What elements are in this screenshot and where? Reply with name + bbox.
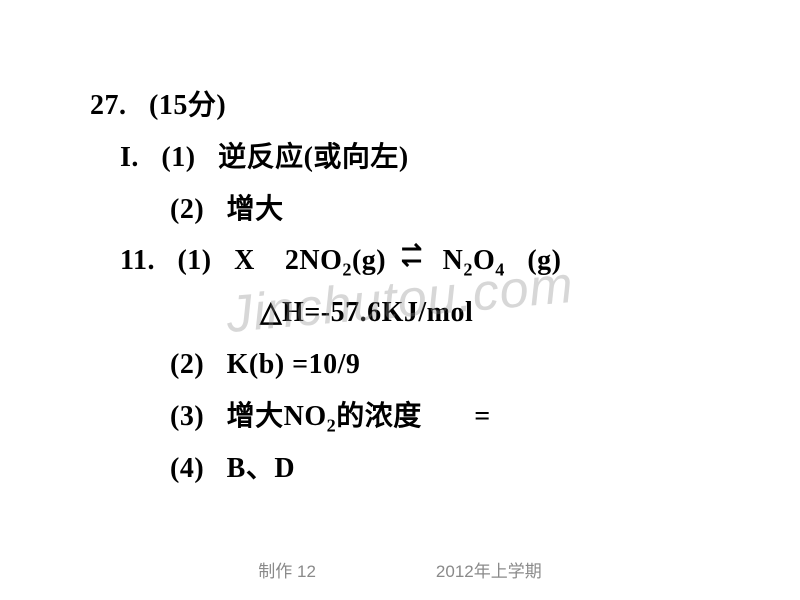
part11-label: 11. — [120, 245, 155, 276]
product-sub-a: 2 — [463, 260, 473, 280]
partI-item2-text: 增大 — [227, 194, 284, 225]
partI-item1-label: (1) — [161, 142, 195, 173]
product-state: (g) — [527, 245, 561, 276]
part11-item3-text-b: 的浓度 — [336, 401, 422, 432]
deltaH-text: △H=-57.6KJ/mol — [260, 297, 473, 328]
product-sub-b: 4 — [495, 260, 505, 280]
q-number: 27. — [90, 90, 127, 121]
equilibrium-arrow-icon — [401, 235, 420, 287]
part11-item3-text-c: = — [474, 401, 490, 432]
part11-item1-label: (1) — [177, 245, 211, 276]
part11-item4: (4) B、D — [90, 443, 740, 495]
part11-item3-label: (3) — [170, 401, 204, 432]
part11-item3-sub: 2 — [327, 415, 337, 435]
part11-item2-text: K(b) =10/9 — [227, 349, 361, 380]
footer-right: 2012年上学期 — [436, 557, 542, 582]
part11-item4-text: B、D — [227, 453, 295, 484]
part11-item4-label: (4) — [170, 453, 204, 484]
part11-item2: (2) K(b) =10/9 — [90, 339, 740, 391]
product-a: N — [443, 245, 464, 276]
slide-body: 27. (15分) I. (1) 逆反应(或向左) (2) 增大 11. (1)… — [0, 0, 800, 600]
footer: 制作 12 2012年上学期 — [0, 557, 800, 582]
q-points: (15分) — [149, 90, 226, 121]
part11-item3-text-a: 增大NO — [227, 401, 327, 432]
q-header: 27. (15分) — [90, 80, 740, 132]
part11-item2-label: (2) — [170, 349, 204, 380]
partI-item1: I. (1) 逆反应(或向左) — [90, 132, 740, 184]
part11-item3: (3) 增大NO2的浓度 = — [90, 391, 740, 443]
reactant-coef: 2NO — [285, 245, 343, 276]
part11-item1: 11. (1) X 2NO2(g) N2O4 (g) — [90, 235, 740, 287]
reactant-sub: 2 — [342, 260, 352, 280]
reactant-state: (g) — [352, 245, 386, 276]
product-b: O — [473, 245, 495, 276]
partI-item1-text: 逆反应(或向左) — [218, 142, 409, 173]
partI-item2-label: (2) — [170, 194, 204, 225]
partI-label: I. — [120, 142, 139, 173]
part11-item1-prefix: X — [234, 245, 255, 276]
part11-deltaH: △H=-57.6KJ/mol — [90, 287, 740, 339]
footer-left: 制作 12 — [258, 557, 316, 582]
